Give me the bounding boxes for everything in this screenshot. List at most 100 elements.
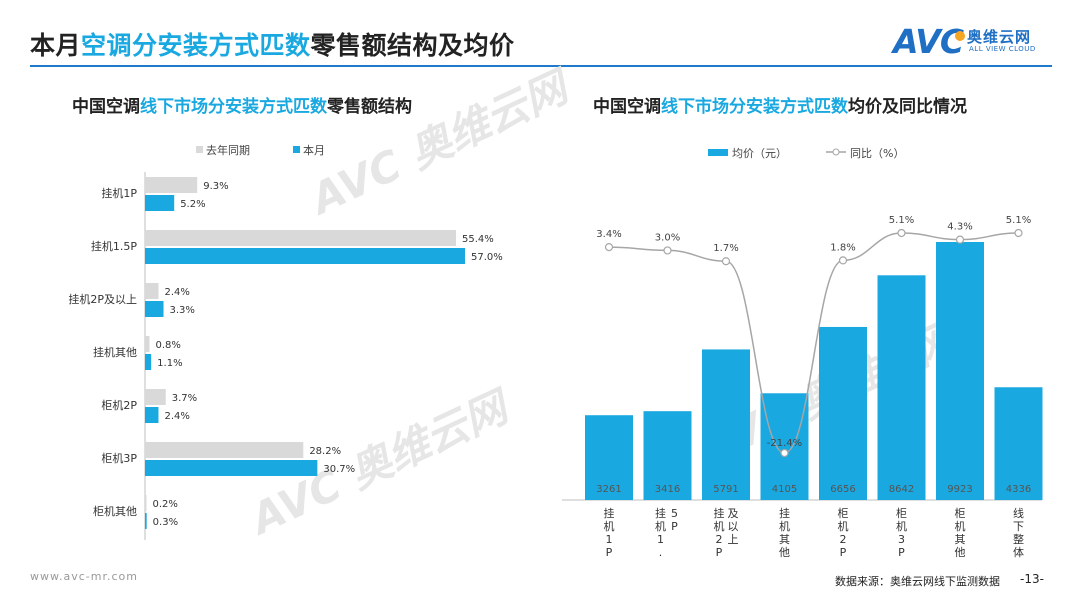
bar-value-label: 3416: [655, 484, 680, 495]
legend-label-price: 均价（元）: [732, 147, 787, 160]
legend-swatch-price: [708, 149, 728, 156]
yoy-point: [780, 448, 789, 458]
data-label: 3.7%: [172, 393, 197, 404]
data-label: 2.4%: [164, 411, 189, 422]
bar-last-year: [145, 389, 166, 405]
category-label: 柜机其他: [955, 507, 966, 559]
title-suffix: 零售额结构及均价: [310, 31, 515, 60]
bar-last-year: [145, 177, 198, 193]
yoy-point: [838, 256, 848, 265]
right-chart-title: 中国空调线下市场分安装方式匹数均价及同比情况: [593, 92, 967, 117]
yoy-label: 1.8%: [830, 242, 855, 253]
bar-last-year: [145, 336, 150, 352]
bar-avg-price: [643, 411, 692, 500]
bar-avg-price: [585, 415, 633, 500]
category-label: 柜机其他: [93, 504, 137, 518]
right-title-prefix: 中国空调: [593, 97, 661, 117]
data-label: 1.1%: [157, 358, 182, 369]
yoy-label: 3.4%: [596, 229, 621, 240]
data-label: 28.2%: [309, 446, 341, 457]
logo-dot-icon: [955, 31, 965, 41]
category-label: 挂机其他: [93, 345, 137, 359]
avc-logo: AVC 奥维云网 ALL VIEW CLOUD: [893, 24, 1053, 60]
data-label: 0.3%: [153, 517, 178, 528]
yoy-label: 5.1%: [1006, 215, 1031, 226]
right-title-suffix: 均价及同比情况: [848, 97, 967, 117]
title-prefix: 本月: [30, 31, 82, 60]
category-label: 挂机1.5P: [91, 239, 137, 253]
data-label: 0.2%: [153, 499, 178, 510]
legend-label-this-month: 本月: [303, 143, 325, 157]
yoy-point: [604, 243, 614, 252]
bar-value-label: 6656: [830, 484, 855, 495]
bar-last-year: [145, 230, 457, 246]
yoy-label: 1.7%: [713, 243, 738, 254]
yoy-label: 3.0%: [655, 232, 680, 243]
bar-last-year: [145, 442, 304, 458]
yoy-point: [721, 257, 731, 266]
bar-this-month: [145, 407, 159, 423]
bar-this-month: [145, 248, 465, 264]
data-source: 数据来源：奥维云网线下监测数据: [835, 575, 1000, 588]
yoy-point: [955, 235, 965, 244]
bar-avg-price: [994, 387, 1043, 500]
yoy-point: [897, 228, 906, 238]
data-label: 3.3%: [170, 305, 195, 316]
legend-label-last-year: 去年同期: [206, 143, 250, 157]
bar-last-year: [145, 495, 147, 511]
page-title: 本月空调分安装方式匹数零售额结构及均价: [30, 26, 515, 62]
data-label: 55.4%: [462, 234, 494, 245]
right-title-highlight: 线下市场分安装方式匹数: [661, 97, 848, 117]
bar-value-label: 4336: [1006, 484, 1031, 495]
bar-value-label: 5791: [713, 484, 738, 495]
data-label: 9.3%: [203, 181, 228, 192]
bar-this-month: [145, 460, 318, 476]
page-number: -13-: [1020, 572, 1044, 586]
data-label: 2.4%: [164, 287, 189, 298]
bar-avg-price: [819, 326, 867, 500]
bar-avg-price: [877, 275, 926, 500]
category-label: 挂机1P: [101, 186, 137, 200]
bar-value-label: 3261: [596, 484, 621, 495]
legend-label-yoy: 同比（%）: [850, 147, 904, 160]
header-rule: [30, 65, 1052, 67]
bar-value-label: 9923: [947, 484, 972, 495]
data-label: 0.8%: [155, 340, 180, 351]
category-label: 线下整体: [1013, 506, 1024, 559]
yoy-point: [663, 246, 672, 255]
yoy-label: 5.1%: [889, 215, 914, 226]
bar-avg-price: [760, 393, 809, 500]
bar-last-year: [145, 283, 159, 299]
bar-this-month: [145, 513, 147, 529]
title-highlight: 空调分安装方式匹数: [81, 31, 311, 60]
yoy-label: -21.4%: [767, 438, 802, 449]
yoy-point: [1014, 228, 1023, 238]
legend-marker-yoy: [832, 148, 840, 156]
category-label: 柜机2P: [101, 398, 137, 412]
legend-swatch-this-month: [293, 146, 300, 153]
yoy-label: 4.3%: [947, 222, 972, 233]
data-label: 5.2%: [180, 199, 205, 210]
data-label: 30.7%: [323, 464, 355, 475]
left-chart-title: 中国空调线下市场分安装方式匹数零售额结构: [72, 92, 412, 117]
category-label: 挂机其他: [779, 506, 790, 559]
left-title-suffix: 零售额结构: [327, 97, 412, 117]
left-title-prefix: 中国空调: [72, 97, 140, 117]
bar-avg-price: [936, 242, 984, 500]
legend-swatch-last-year: [196, 146, 203, 153]
yoy-line: [608, 232, 1019, 454]
logo-mark: AVC: [893, 22, 964, 61]
category-label: 柜机3P: [101, 451, 137, 465]
bar-this-month: [145, 195, 175, 211]
bar-value-label: 8642: [889, 484, 914, 495]
category-label: 挂机2P及以上: [68, 292, 137, 306]
bar-this-month: [145, 301, 164, 317]
left-title-highlight: 线下市场分安装方式匹数: [140, 97, 327, 117]
logo-cn: 奥维云网: [967, 28, 1032, 46]
